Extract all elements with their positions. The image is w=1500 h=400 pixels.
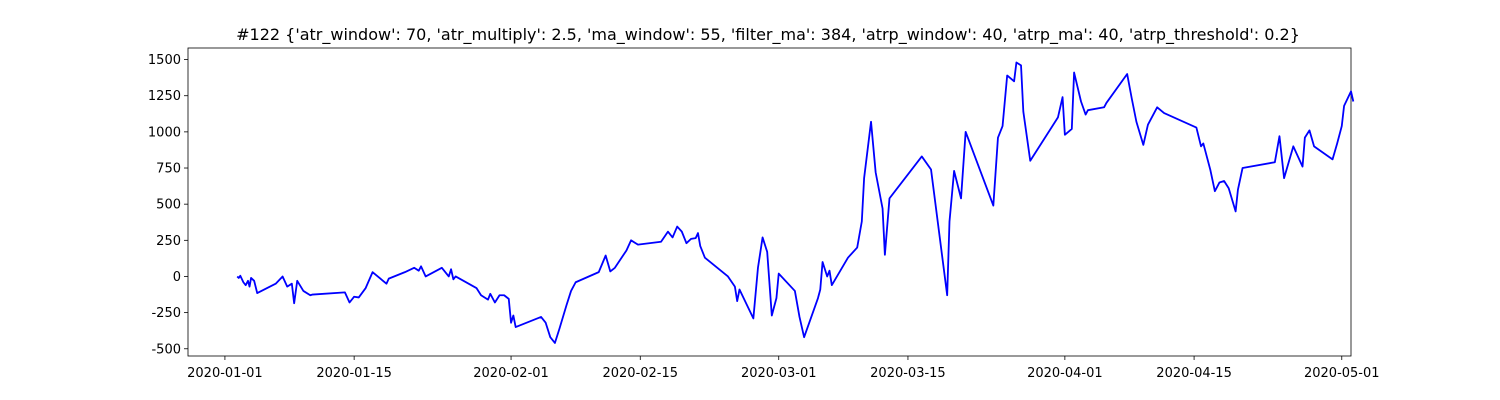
x-axis: 2020-01-01 2020-01-15 2020-02-01 2020-02-15… [187, 356, 1380, 381]
plot-area-frame [187, 47, 1352, 357]
y-tick-label: 250 [156, 234, 181, 249]
x-tick-label: 2020-03-15 [870, 366, 946, 381]
y-axis: -500 -250 0 250 500 750 1000 1250 1500 [148, 53, 188, 357]
x-tick-label: 2020-01-15 [316, 366, 392, 381]
x-tick-label: 2020-01-01 [187, 366, 263, 381]
y-tick-label: -500 [151, 342, 181, 357]
y-tick-label: 1000 [148, 125, 181, 140]
x-tick-label: 2020-04-15 [1156, 366, 1232, 381]
x-tick-label: 2020-02-15 [602, 366, 678, 381]
x-tick-label: 2020-05-01 [1304, 366, 1380, 381]
y-tick-label: 1250 [148, 89, 181, 104]
y-tick-label: 750 [156, 162, 181, 177]
x-tick-label: 2020-03-01 [741, 366, 817, 381]
y-tick-label: 1500 [148, 53, 181, 68]
x-tick-label: 2020-04-01 [1027, 366, 1103, 381]
y-tick-label: -250 [151, 306, 181, 321]
series-line [236, 61, 1355, 344]
chart-title: #122 {'atr_window': 70, 'atr_multiply': … [236, 25, 1300, 45]
y-tick-label: 0 [173, 270, 181, 285]
x-tick-label: 2020-02-01 [473, 366, 549, 381]
y-tick-label: 500 [156, 198, 181, 213]
